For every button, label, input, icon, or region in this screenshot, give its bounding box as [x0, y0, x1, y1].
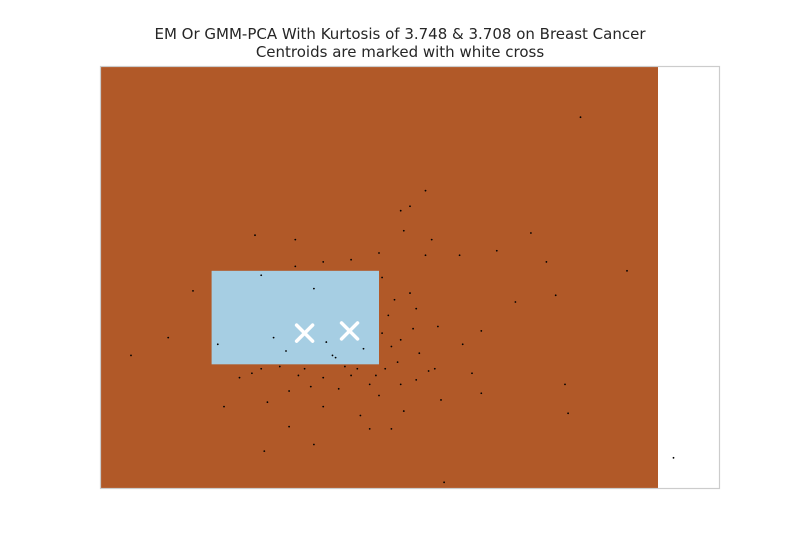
data-point — [390, 427, 393, 430]
data-point — [192, 289, 194, 292]
centroid-cross-1 — [294, 323, 315, 343]
data-point — [334, 356, 337, 359]
data-point — [223, 405, 225, 408]
data-point — [471, 372, 473, 375]
data-point — [362, 347, 365, 350]
data-point — [378, 252, 380, 254]
data-point — [350, 374, 352, 377]
data-point — [393, 298, 396, 301]
data-point — [130, 354, 132, 357]
data-point — [430, 238, 433, 241]
data-point — [545, 261, 548, 263]
data-point — [387, 314, 390, 317]
data-points — [130, 116, 675, 484]
data-point — [399, 209, 402, 212]
data-point — [167, 336, 170, 339]
data-point — [322, 405, 325, 408]
data-point — [437, 325, 439, 328]
data-point — [390, 345, 393, 348]
data-point — [288, 390, 290, 392]
data-point — [672, 456, 675, 459]
data-point — [272, 336, 275, 339]
data-point — [626, 269, 628, 272]
data-point — [378, 394, 380, 397]
data-point — [322, 376, 325, 379]
data-point — [415, 307, 418, 310]
data-point — [325, 341, 328, 343]
data-point — [461, 343, 464, 346]
data-point — [415, 379, 418, 381]
data-point — [251, 372, 253, 375]
data-point — [368, 383, 371, 386]
data-point — [554, 294, 557, 297]
data-point — [480, 392, 483, 395]
data-point — [260, 367, 263, 370]
data-point — [368, 427, 371, 430]
chart-subtitle: Centroids are marked with white cross — [255, 43, 545, 61]
data-point — [440, 399, 442, 401]
centroid-markers — [294, 321, 360, 343]
data-point — [384, 367, 387, 370]
data-point — [396, 361, 399, 363]
data-point — [530, 232, 532, 234]
data-point — [278, 365, 281, 368]
data-point — [356, 367, 359, 370]
data-point — [443, 481, 445, 484]
data-point — [381, 276, 383, 279]
data-point — [433, 367, 436, 370]
data-point — [285, 350, 287, 352]
data-point — [350, 258, 352, 261]
data-point — [409, 292, 411, 294]
data-point — [579, 116, 582, 119]
data-point — [294, 265, 297, 268]
axes-frame — [99, 65, 721, 490]
data-point — [344, 365, 346, 368]
data-point — [359, 414, 362, 417]
data-point — [381, 332, 383, 335]
data-point — [313, 287, 315, 290]
data-point — [564, 383, 566, 386]
data-point — [294, 238, 297, 241]
data-point — [424, 254, 427, 257]
data-point — [216, 343, 219, 346]
centroid-cross-2 — [339, 321, 360, 341]
data-point — [402, 229, 405, 232]
data-point — [412, 327, 414, 330]
data-point — [266, 401, 269, 404]
data-point — [309, 385, 312, 388]
data-point — [288, 425, 290, 428]
data-point — [495, 249, 498, 252]
data-point — [418, 352, 421, 355]
data-point — [567, 412, 569, 415]
data-point — [254, 234, 256, 237]
data-point — [458, 254, 461, 257]
data-point — [399, 383, 402, 386]
data-point — [375, 374, 377, 377]
data-point — [402, 410, 405, 412]
data-point — [322, 261, 325, 263]
data-point — [297, 374, 300, 377]
data-point — [260, 274, 263, 277]
data-point — [331, 354, 334, 357]
data-point — [313, 443, 315, 446]
data-point — [409, 205, 411, 208]
data-point — [427, 370, 430, 372]
data-point — [480, 330, 483, 332]
data-point — [263, 450, 266, 453]
cluster-region-1 — [211, 270, 379, 365]
data-point — [337, 387, 340, 390]
decision-regions — [100, 66, 658, 489]
chart-title: EM Or GMM-PCA With Kurtosis of 3.748 & 3… — [154, 25, 646, 43]
data-point — [514, 301, 517, 303]
data-point — [238, 376, 241, 379]
data-point — [399, 338, 402, 341]
data-point — [303, 367, 306, 370]
data-point — [424, 189, 427, 192]
